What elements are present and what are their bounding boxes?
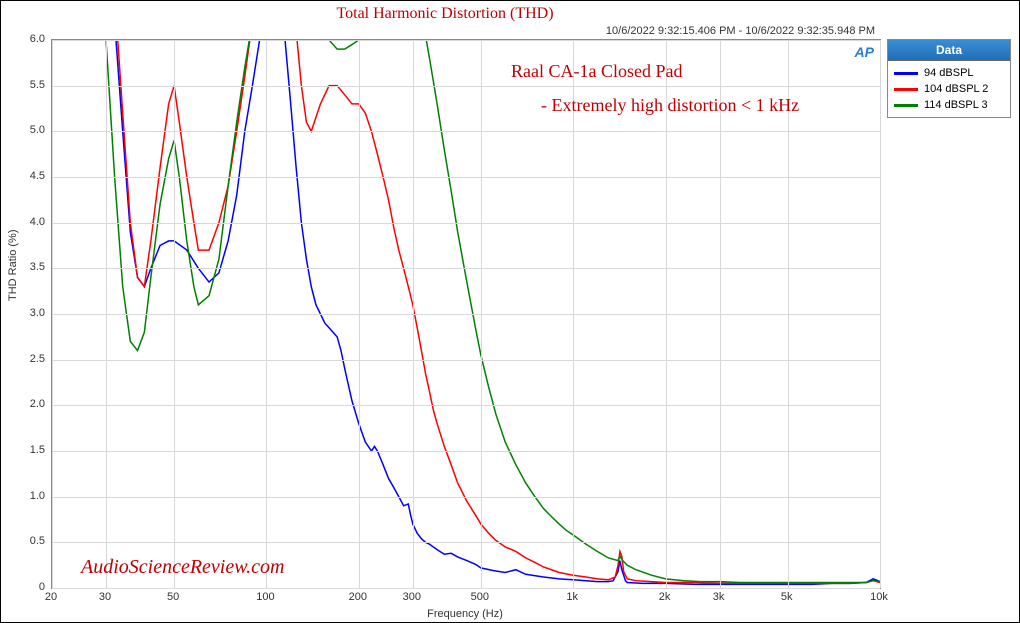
ytick-label: 1.0 bbox=[5, 490, 45, 502]
legend-label: 114 dBSPL 3 bbox=[924, 99, 988, 111]
gridline-v bbox=[481, 40, 482, 588]
gridline-h bbox=[52, 86, 880, 87]
annotation: Raal CA-1a Closed Pad bbox=[511, 61, 682, 82]
annotation: AudioScienceReview.com bbox=[81, 556, 284, 579]
legend-swatch bbox=[894, 72, 918, 75]
gridline-h bbox=[52, 405, 880, 406]
xtick-label: 500 bbox=[471, 591, 489, 603]
xtick-label: 3k bbox=[713, 591, 725, 603]
annotation: - Extremely high distortion < 1 kHz bbox=[541, 95, 799, 116]
xtick-label: 1k bbox=[566, 591, 578, 603]
gridline-v bbox=[788, 40, 789, 588]
xtick-label: 300 bbox=[403, 591, 421, 603]
gridline-h bbox=[52, 177, 880, 178]
legend-swatch bbox=[894, 104, 918, 107]
ytick-label: 6.0 bbox=[5, 33, 45, 45]
gridline-v bbox=[106, 40, 107, 588]
legend-header: Data bbox=[888, 40, 1010, 61]
ytick-label: 4.0 bbox=[5, 216, 45, 228]
xtick-label: 10k bbox=[870, 591, 888, 603]
ytick-label: 5.0 bbox=[5, 124, 45, 136]
gridline-v bbox=[666, 40, 667, 588]
gridline-v bbox=[52, 40, 53, 588]
gridline-h bbox=[52, 360, 880, 361]
legend-item: 94 dBSPL bbox=[894, 65, 1004, 81]
gridline-h bbox=[52, 542, 880, 543]
legend-item: 104 dBSPL 2 bbox=[894, 81, 1004, 97]
timestamp: 10/6/2022 9:32:15.406 PM - 10/6/2022 9:3… bbox=[606, 25, 875, 37]
gridline-v bbox=[413, 40, 414, 588]
legend-swatch bbox=[894, 88, 918, 91]
xtick-label: 5k bbox=[781, 591, 793, 603]
gridline-v bbox=[266, 40, 267, 588]
legend-label: 94 dBSPL bbox=[924, 67, 974, 79]
gridline-h bbox=[52, 223, 880, 224]
ytick-label: 0 bbox=[5, 581, 45, 593]
xtick-label: 200 bbox=[349, 591, 367, 603]
gridline-h bbox=[52, 268, 880, 269]
ytick-label: 3.5 bbox=[5, 261, 45, 273]
gridline-v bbox=[573, 40, 574, 588]
title-text: Total Harmonic Distortion (THD) bbox=[336, 5, 553, 22]
gridline-v bbox=[174, 40, 175, 588]
plot-area: AP bbox=[51, 39, 881, 589]
gridline-h bbox=[52, 314, 880, 315]
legend-body: 94 dBSPL 104 dBSPL 2 114 dBSPL 3 bbox=[888, 61, 1010, 117]
legend: Data 94 dBSPL 104 dBSPL 2 114 dBSPL 3 bbox=[887, 39, 1011, 118]
gridline-h bbox=[52, 451, 880, 452]
gridline-h bbox=[52, 588, 880, 589]
ytick-label: 1.5 bbox=[5, 444, 45, 456]
gridline-v bbox=[720, 40, 721, 588]
gridline-v bbox=[359, 40, 360, 588]
x-axis-label: Frequency (Hz) bbox=[51, 608, 879, 620]
xtick-label: 30 bbox=[99, 591, 111, 603]
ytick-label: 2.0 bbox=[5, 398, 45, 410]
ytick-label: 3.0 bbox=[5, 307, 45, 319]
xtick-label: 100 bbox=[256, 591, 274, 603]
ytick-label: 5.5 bbox=[5, 79, 45, 91]
ytick-label: 2.5 bbox=[5, 353, 45, 365]
chart-title: Total Harmonic Distortion (THD) bbox=[1, 5, 889, 23]
ytick-label: 0.5 bbox=[5, 535, 45, 547]
xtick-label: 2k bbox=[659, 591, 671, 603]
gridline-h bbox=[52, 497, 880, 498]
gridline-h bbox=[52, 131, 880, 132]
chart-container: Total Harmonic Distortion (THD) 10/6/202… bbox=[0, 0, 1020, 623]
legend-item: 114 dBSPL 3 bbox=[894, 97, 1004, 113]
ytick-label: 4.5 bbox=[5, 170, 45, 182]
xtick-label: 50 bbox=[167, 591, 179, 603]
xtick-label: 20 bbox=[45, 591, 57, 603]
gridline-h bbox=[52, 40, 880, 41]
series-line bbox=[65, 0, 880, 583]
legend-label: 104 dBSPL 2 bbox=[924, 83, 988, 95]
gridline-v bbox=[880, 40, 881, 588]
